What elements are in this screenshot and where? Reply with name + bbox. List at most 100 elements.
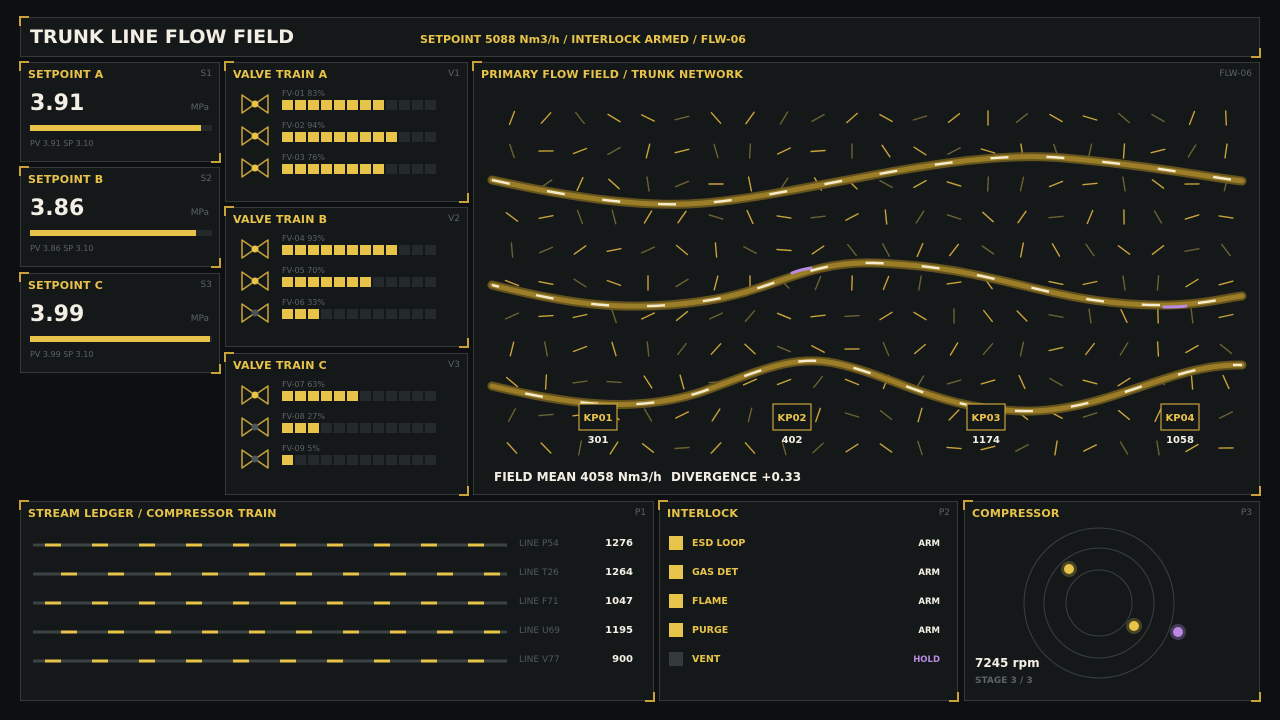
valve-icon	[241, 417, 269, 437]
flow-vector	[1117, 409, 1131, 421]
flow-vector	[544, 374, 548, 390]
kp-marker[interactable]: KP01 301	[578, 403, 618, 446]
flow-vector	[538, 246, 554, 254]
flow-vector	[879, 179, 893, 189]
kp-marker[interactable]: KP02 402	[772, 403, 812, 446]
gauge-segment	[425, 455, 436, 465]
gauge-segment	[360, 423, 371, 433]
gauge-segment	[347, 100, 358, 110]
interlock-row[interactable]: VENT HOLD	[660, 648, 950, 672]
flow-vector	[776, 248, 792, 252]
interlock-row[interactable]: GAS DET ARM	[660, 561, 950, 585]
gauge-segment	[347, 164, 358, 174]
flow-vector	[810, 314, 826, 318]
flow-vector	[1219, 343, 1233, 355]
gauge-segment	[386, 164, 397, 174]
compressor-orbit-graphic	[1023, 527, 1186, 679]
interlock-row[interactable]: PURGE ARM	[660, 619, 950, 643]
valve-row[interactable]: FV-01 83%	[226, 89, 466, 117]
interlock-label: GAS DET	[692, 567, 739, 578]
panel-tag: FLW-06	[1219, 69, 1252, 79]
ledger-row[interactable]: LINE F71 1047	[21, 593, 651, 613]
valve-row[interactable]: FV-06 33%	[226, 298, 466, 326]
interlock-row[interactable]: FLAME ARM	[660, 590, 950, 614]
flow-vector	[949, 243, 959, 257]
flow-vector	[745, 111, 755, 125]
flow-vector	[776, 378, 792, 386]
ledger-row[interactable]: LINE U69 1195	[21, 622, 651, 642]
flow-vector	[1018, 374, 1026, 390]
interlock-state: HOLD	[913, 655, 940, 665]
valve-row[interactable]: FV-07 63%	[226, 380, 466, 408]
valve-row[interactable]: FV-05 70%	[226, 266, 466, 294]
flow-vector	[913, 311, 927, 321]
gauge-segment	[295, 391, 306, 401]
ledger-line-value: 1264	[605, 567, 633, 578]
flow-vector	[573, 278, 587, 288]
compressor-node-hold	[1173, 627, 1183, 637]
flow-vector	[1082, 379, 1098, 385]
flow-vector	[710, 442, 722, 454]
gauge-segment	[334, 309, 345, 319]
flow-vector	[882, 341, 890, 357]
flow-vector	[576, 176, 584, 192]
gauge-segment	[347, 391, 358, 401]
flow-field-canvas[interactable]: KP01 301 KP02 402 KP03 1174 KP04 1058	[474, 63, 1259, 494]
flow-vector	[714, 242, 718, 258]
flow-vector	[606, 279, 622, 287]
setpoint-unit: MPa	[190, 103, 209, 113]
panel-tag: P3	[1240, 508, 1252, 518]
gauge-segment	[399, 391, 410, 401]
ledger-row[interactable]: LINE T26 1264	[21, 564, 651, 584]
flow-vector	[1119, 441, 1129, 455]
gauge-segment	[425, 132, 436, 142]
valve-icon	[241, 158, 269, 178]
flow-vector	[987, 176, 989, 192]
flow-vector	[674, 115, 690, 121]
compressor-speed: 7245 rpm	[975, 656, 1040, 670]
kp-marker[interactable]: KP03 1174	[966, 403, 1006, 446]
panel-tag: P1	[634, 508, 646, 518]
flow-vector	[1017, 210, 1027, 224]
valve-label: FV-07 63%	[282, 380, 325, 389]
setpoint-bar	[30, 125, 212, 131]
flow-vector	[1153, 210, 1163, 224]
flow-vector	[980, 379, 996, 385]
flow-vector	[611, 308, 617, 324]
ledger-row[interactable]: LINE V77 900	[21, 651, 651, 671]
valve-row[interactable]: FV-09 5%	[226, 444, 466, 472]
flow-vector	[674, 411, 690, 419]
flow-vector	[1054, 440, 1058, 456]
valve-row[interactable]: FV-04 93%	[226, 234, 466, 262]
gauge-segment	[308, 277, 319, 287]
flow-vector	[845, 213, 859, 221]
ledger-line-name: LINE V77	[519, 655, 560, 665]
gauge-segment	[412, 277, 423, 287]
flow-vector	[1048, 215, 1064, 219]
gauge-segment	[386, 309, 397, 319]
stream-track	[33, 601, 507, 605]
flow-vector	[946, 446, 962, 450]
gauge-segment	[425, 309, 436, 319]
flow-vector	[1150, 148, 1166, 154]
interlock-row[interactable]: ESD LOOP ARM	[660, 532, 950, 556]
valve-row[interactable]: FV-02 94%	[226, 121, 466, 149]
flow-vector	[611, 341, 617, 357]
gauge-segment	[347, 277, 358, 287]
kp-marker[interactable]: KP04 1058	[1160, 403, 1200, 446]
flow-vector	[645, 143, 651, 159]
flow-vector	[1190, 374, 1194, 390]
flow-vector	[1117, 377, 1131, 387]
panel-title: VALVE TRAIN C	[233, 359, 327, 372]
ledger-row[interactable]: LINE P54 1276	[21, 535, 651, 555]
ledger-line-value: 900	[612, 654, 633, 665]
gauge-segment	[308, 164, 319, 174]
valve-row[interactable]: FV-03 76%	[226, 153, 466, 181]
flow-vector	[776, 215, 792, 219]
flow-vector	[1154, 408, 1162, 422]
flow-vector	[810, 215, 826, 219]
valve-row[interactable]: FV-08 27%	[226, 412, 466, 440]
flow-vector	[576, 209, 584, 225]
interlock-status-square	[669, 652, 683, 666]
interlock-status-square	[669, 536, 683, 550]
